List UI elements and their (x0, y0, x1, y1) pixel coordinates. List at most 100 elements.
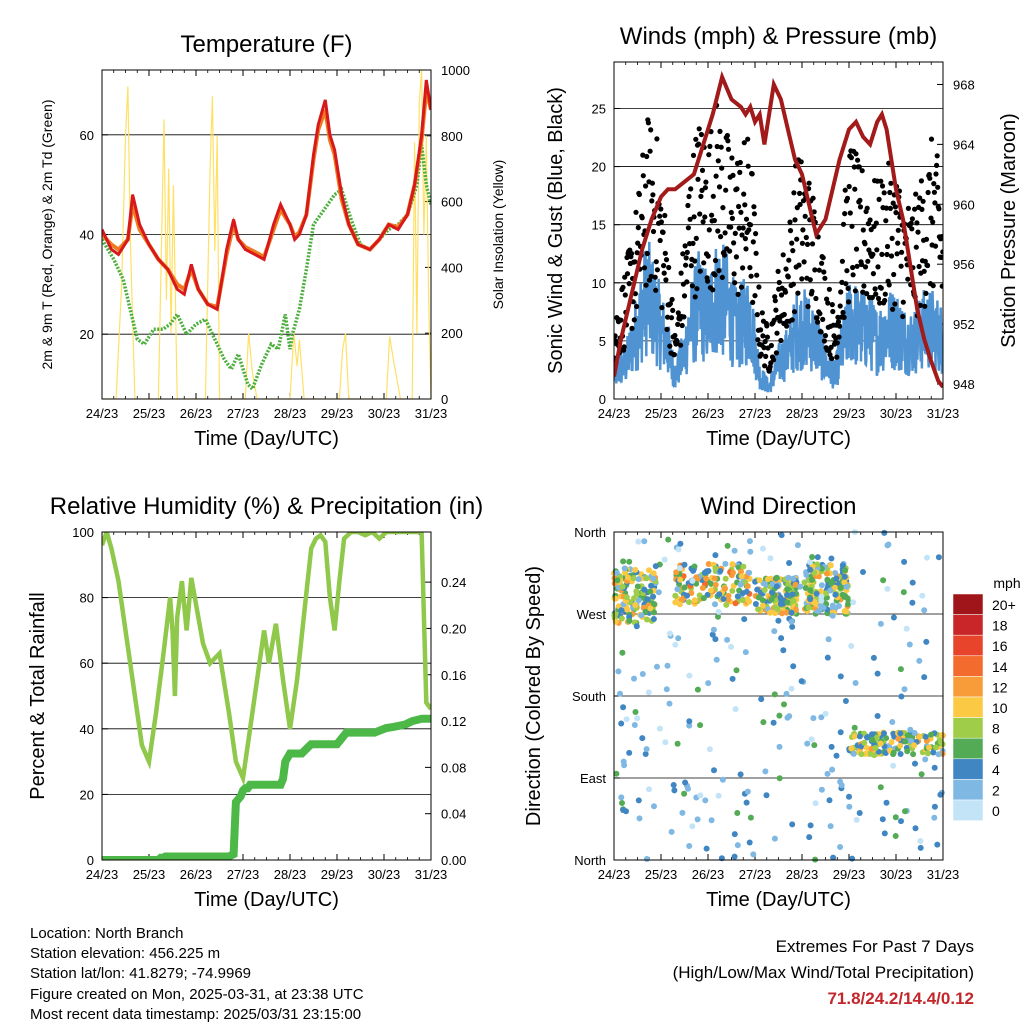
direction-point (771, 628, 778, 635)
gust-point (681, 314, 687, 320)
gust-point (877, 300, 883, 306)
direction-point (768, 596, 775, 603)
direction-point (879, 816, 886, 823)
direction-point (830, 854, 837, 861)
gust-point (905, 276, 911, 282)
x-tick-label: 30/23 (368, 406, 401, 421)
gust-point (934, 153, 940, 159)
direction-point (892, 833, 899, 839)
gust-point (922, 303, 928, 309)
y-right-axis-label: Station Pressure (Maroon) (998, 113, 1020, 348)
direction-point (856, 733, 863, 740)
direction-point (693, 574, 700, 581)
gust-point (775, 268, 781, 274)
gust-point (798, 159, 804, 165)
direction-point (776, 712, 783, 719)
direction-point (650, 616, 657, 622)
gust-point (723, 187, 729, 193)
gust-point (883, 205, 890, 211)
direction-point (881, 529, 888, 536)
direction-point (769, 589, 775, 596)
gust-point (884, 243, 891, 250)
direction-point (679, 809, 686, 816)
direction-point (890, 762, 897, 769)
direction-point (706, 746, 713, 753)
gust-point (857, 204, 864, 210)
legend-swatch (952, 593, 984, 615)
direction-point (824, 576, 831, 583)
y-axis-label: Direction (Colored By Speed) (523, 566, 545, 826)
direction-point (837, 584, 844, 591)
gust-point (862, 264, 869, 270)
direction-point (903, 625, 910, 632)
gust-point (940, 249, 943, 255)
direction-point (850, 750, 857, 757)
gust-point (822, 333, 829, 339)
gust-point (694, 286, 700, 292)
gust-point (900, 299, 906, 305)
direction-point (921, 674, 928, 681)
direction-point (826, 797, 833, 804)
x-tick-label: 27/23 (227, 406, 260, 421)
direction-point (861, 739, 868, 746)
gust-point (639, 215, 645, 221)
gust-point (934, 162, 940, 168)
gust-point (663, 257, 670, 263)
direction-point (928, 731, 934, 738)
gust-point (786, 257, 792, 263)
gust-point (647, 148, 653, 154)
y-tick-label: 0 (87, 853, 94, 868)
gust-point (663, 277, 669, 283)
gust-point (658, 219, 665, 225)
direction-point (638, 612, 645, 619)
gust-point (641, 265, 648, 271)
gust-point (791, 309, 798, 315)
gust-point (737, 159, 743, 166)
gust-point (691, 214, 697, 220)
gust-point (923, 290, 929, 296)
direction-point (788, 618, 795, 625)
gust-point (736, 225, 742, 231)
gust-point (827, 352, 833, 358)
direction-point (615, 668, 622, 675)
direction-point (798, 678, 805, 685)
pressure-series-line (614, 70, 943, 389)
legend-swatch (952, 696, 984, 718)
direction-point (852, 680, 859, 686)
y-right-tick-label: 948 (953, 377, 975, 392)
direction-point (874, 670, 881, 677)
direction-point (883, 735, 890, 742)
x-axis-label: Time (Day/UTC) (706, 889, 851, 911)
gust-point (894, 251, 900, 257)
gust-point (773, 350, 780, 356)
gust-point (668, 315, 675, 321)
gust-point (930, 219, 936, 225)
y-right-tick-label: 956 (953, 257, 975, 272)
gust-point (873, 220, 879, 226)
y-tick-label: 15 (592, 218, 606, 233)
gust-point (626, 281, 632, 287)
direction-point (839, 562, 846, 569)
gust-point (705, 278, 711, 284)
gust-point (879, 183, 886, 189)
gust-point (722, 230, 728, 236)
gust-point (643, 282, 649, 288)
gust-point (773, 307, 779, 313)
direction-point (681, 790, 688, 797)
direction-point (650, 570, 657, 577)
direction-point (639, 735, 646, 742)
direction-point (884, 542, 891, 549)
direction-point (635, 576, 642, 583)
direction-point (881, 730, 887, 737)
direction-point (771, 691, 778, 698)
gust-point (759, 310, 765, 316)
gust-point (908, 220, 914, 226)
direction-point (746, 839, 753, 846)
gust-point (784, 323, 790, 329)
gust-point (835, 319, 842, 325)
gust-point (645, 120, 652, 126)
gust-point (824, 296, 830, 302)
gust-point (631, 317, 637, 323)
direction-point (618, 615, 625, 622)
gust-point (787, 219, 793, 225)
